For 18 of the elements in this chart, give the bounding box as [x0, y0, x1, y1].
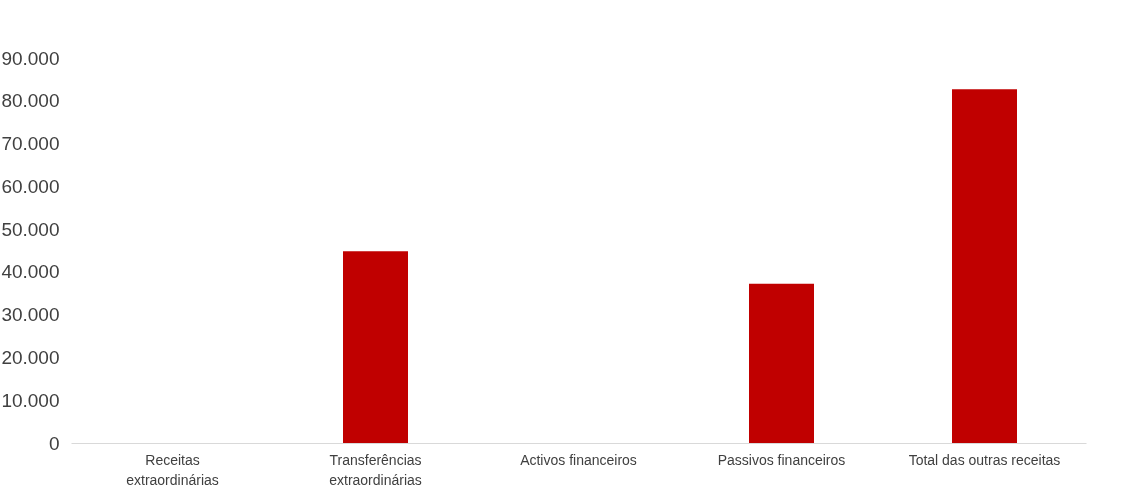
bar: [343, 251, 408, 443]
bar: [749, 283, 814, 443]
x-tick-label: Transferências extraordinárias: [329, 451, 422, 488]
y-tick-label: 90.000: [1, 47, 60, 69]
y-tick-label: 0: [48, 432, 60, 454]
x-tick-label: Receitas extraordinárias: [126, 451, 219, 488]
y-tick-label: 10.000: [1, 389, 60, 411]
y-tick-label: 40.000: [1, 261, 60, 283]
y-tick-label: 30.000: [1, 304, 60, 326]
bar: [952, 89, 1017, 443]
x-tick-label: Total das outras receitas: [908, 451, 1061, 468]
x-tick-label: Passivos financeiros: [717, 451, 846, 468]
y-tick-label: 20.000: [1, 346, 60, 368]
y-tick-label: 50.000: [1, 218, 60, 240]
y-tick-label: 80.000: [1, 90, 60, 112]
y-tick-label: 60.000: [1, 175, 60, 197]
y-tick-label: 70.000: [1, 133, 60, 155]
x-tick-label: Activos financeiros: [520, 451, 637, 468]
